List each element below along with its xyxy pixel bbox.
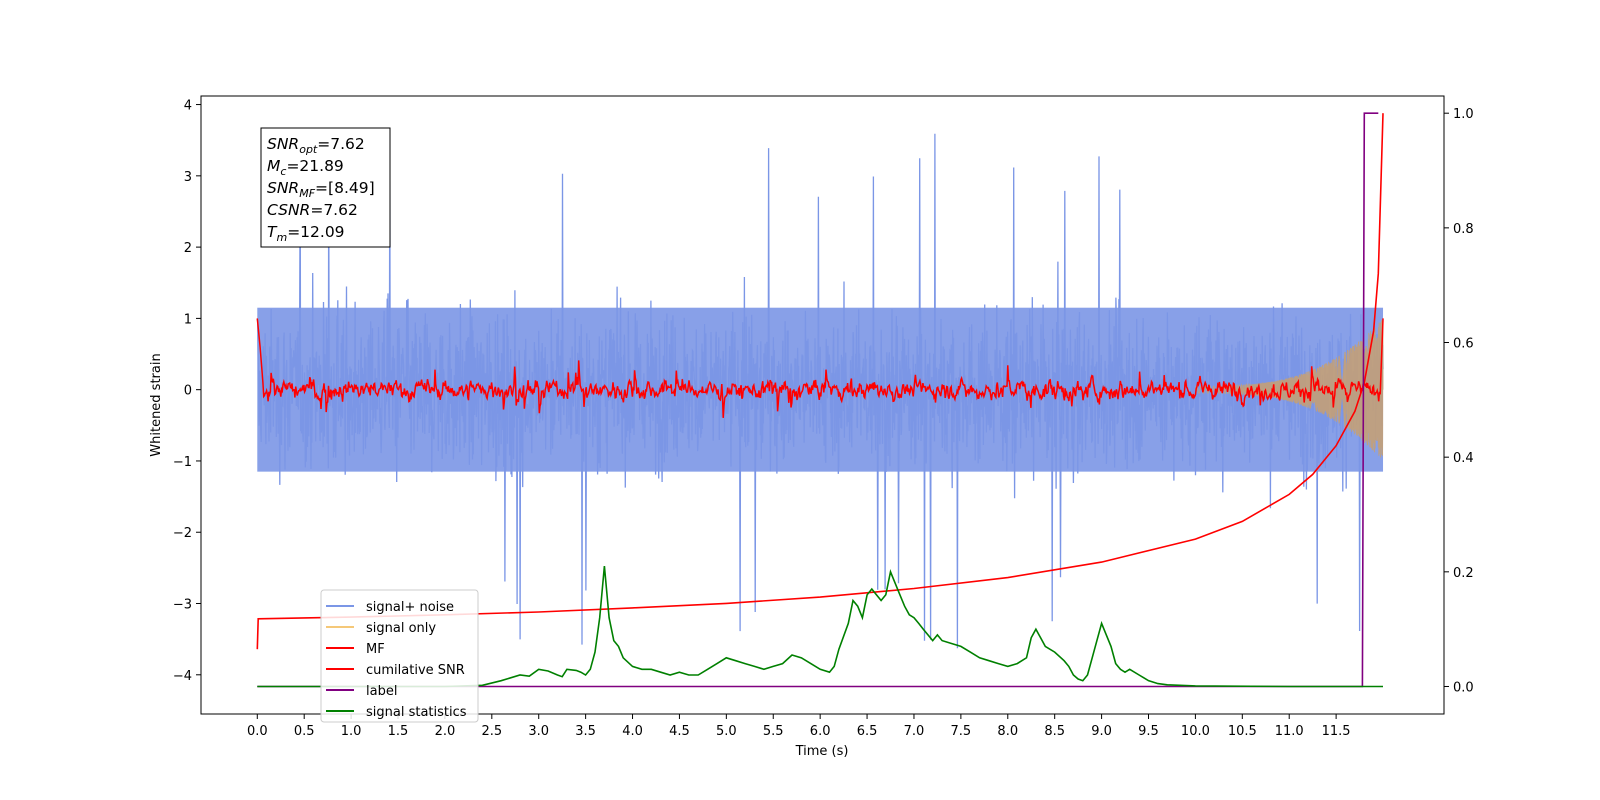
info-symbol: CSNR	[267, 201, 310, 219]
x-tick-label: 5.0	[716, 724, 737, 739]
legend-label: cumilative SNR	[366, 663, 465, 678]
legend-label: signal+ noise	[366, 600, 454, 615]
info-box: SNRopt=7.62Mc=21.89SNRMF=[8.49]CSNR=7.62…	[260, 127, 391, 248]
x-tick-label: 2.0	[435, 724, 456, 739]
right-y-axis-ticks: 1.0 0.8 0.6 0.4 0.2 0.0	[1444, 107, 1474, 695]
info-subscript: MF	[299, 187, 315, 200]
x-tick-label: 4.0	[622, 724, 643, 739]
legend-label: signal only	[366, 621, 436, 636]
x-tick-label: 7.5	[951, 724, 972, 739]
x-tick-label: 11.5	[1322, 724, 1351, 739]
y-right-tick-label: 0.6	[1453, 337, 1474, 352]
x-axis-ticks: 0.0 0.5 1.0 1.5 2.0 2.5 3.0 3.5 4.0 4.5 5.0 5.5 6.0 6…	[247, 714, 1351, 739]
info-box-line: SNRMF=[8.49]	[267, 179, 375, 200]
y-left-tick-label: 1	[184, 312, 192, 327]
info-value: =[8.49]	[315, 179, 375, 197]
x-tick-label: 0.0	[247, 724, 268, 739]
mf-series	[256, 318, 1384, 418]
legend-label: label	[366, 684, 397, 699]
x-tick-label: 3.0	[528, 724, 549, 739]
label-line	[257, 112, 1379, 688]
info-value: =12.09	[287, 223, 344, 241]
plot-area	[256, 112, 1384, 688]
y-left-tick-label: 0	[184, 384, 192, 399]
info-box-line: Tm=12.09	[267, 223, 345, 244]
info-value: =21.89	[286, 157, 343, 175]
y-right-tick-label: 0.0	[1453, 680, 1474, 695]
y-left-tick-label: 3	[184, 170, 192, 185]
info-box-line: CSNR=7.62	[267, 201, 358, 219]
x-tick-label: 4.5	[669, 724, 690, 739]
legend: signal+ noise signal only MF cumilative SNR…	[320, 589, 479, 723]
legend-frame	[320, 589, 479, 723]
info-subscript: m	[276, 231, 287, 244]
x-tick-label: 1.0	[341, 724, 362, 739]
info-symbol: T	[267, 223, 278, 241]
y-right-tick-label: 1.0	[1453, 107, 1474, 122]
signal-statistics-line	[257, 566, 1383, 688]
x-tick-label: 6.0	[810, 724, 831, 739]
y-left-tick-label: 2	[184, 241, 192, 256]
x-tick-label: 8.5	[1044, 724, 1065, 739]
x-tick-label: 3.5	[575, 724, 596, 739]
y-left-tick-label: −2	[173, 526, 192, 541]
info-box-line: SNRopt=7.62	[267, 135, 365, 156]
x-axis-label: Time (s)	[795, 744, 849, 759]
y-right-tick-label: 0.4	[1453, 451, 1474, 466]
x-tick-label: 11.0	[1275, 724, 1304, 739]
x-tick-label: 0.5	[294, 724, 315, 739]
y-left-tick-label: 4	[184, 99, 192, 114]
x-tick-label: 7.0	[904, 724, 925, 739]
x-tick-label: 9.0	[1091, 724, 1112, 739]
x-tick-label: 2.5	[481, 724, 502, 739]
info-box-frame	[260, 127, 391, 248]
info-symbol: SNR	[267, 135, 299, 153]
info-subscript: c	[280, 165, 286, 178]
legend-label: signal statistics	[366, 705, 467, 720]
y-right-tick-label: 0.8	[1453, 222, 1474, 237]
y-left-tick-label: −3	[173, 598, 192, 613]
left-y-axis-ticks: 4 3 2 1 0 −1 −2 −3 −4	[173, 99, 201, 684]
x-tick-label: 10.0	[1181, 724, 1210, 739]
info-symbol: SNR	[267, 179, 299, 197]
info-subscript: opt	[299, 143, 318, 156]
x-tick-label: 6.5	[857, 724, 878, 739]
y-axis-label: Whitened strain	[149, 353, 164, 456]
info-box-line: Mc=21.89	[267, 157, 344, 178]
x-tick-label: 1.5	[388, 724, 409, 739]
info-value: =7.62	[317, 135, 365, 153]
info-value: =7.62	[310, 201, 358, 219]
y-left-tick-label: −1	[173, 455, 192, 470]
plot-frame	[200, 95, 1445, 715]
x-tick-label: 8.0	[997, 724, 1018, 739]
x-tick-label: 10.5	[1228, 724, 1257, 739]
x-tick-label: 9.5	[1138, 724, 1159, 739]
legend-label: MF	[366, 642, 385, 657]
mf-line	[256, 318, 1384, 418]
y-left-tick-label: −4	[173, 669, 192, 684]
info-symbol: M	[267, 157, 280, 175]
x-tick-label: 5.5	[763, 724, 784, 739]
y-right-tick-label: 0.2	[1453, 566, 1474, 581]
